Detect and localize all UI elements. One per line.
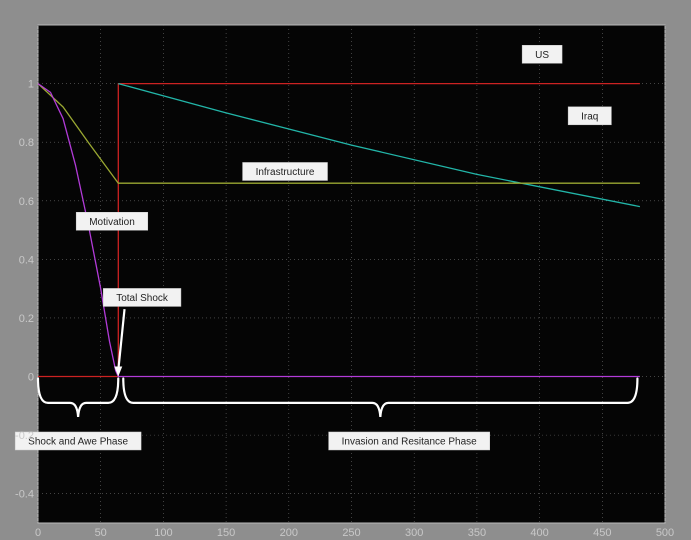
total-shock-arrow: [114, 309, 126, 377]
annotation-box: [102, 288, 182, 307]
annotation-label: Iraq: [581, 111, 598, 122]
annotation-box: [242, 162, 328, 181]
x-tick-label: 300: [405, 527, 423, 539]
x-tick-label: 150: [217, 527, 235, 539]
annotation-label: Motivation: [89, 217, 135, 228]
series-line-motivation: [37, 83, 640, 378]
annotation-box: [567, 106, 612, 126]
y-tick-label: 0.6: [19, 196, 34, 208]
x-tick-label: 400: [530, 527, 548, 539]
annotation-label: Total Shock: [116, 293, 169, 304]
y-tick-label: 0.2: [19, 313, 34, 325]
phase-bracket-1: [122, 377, 639, 417]
annotation-label: Shock and Awe Phase: [28, 436, 128, 447]
phase-brackets: [36, 377, 639, 417]
annotation-label: Invasion and Resitance Phase: [342, 436, 478, 447]
series-line-iraq: [118, 82, 641, 208]
y-tick-label: 1: [28, 79, 34, 91]
x-tick-label: 500: [656, 527, 674, 539]
y-tick-label: 0: [28, 372, 34, 384]
y-tick-label: -0.4: [15, 489, 34, 501]
x-tick-label: 450: [593, 527, 611, 539]
y-tick-label: -0.2: [15, 430, 34, 442]
series-line-infrastructure: [37, 83, 640, 184]
x-tick-label: 100: [154, 527, 172, 539]
x-tick-label: 350: [468, 527, 486, 539]
x-tick-label: 200: [280, 527, 298, 539]
annotation-box: [521, 45, 563, 64]
annotation-label: Infrastructure: [256, 167, 315, 178]
x-tick-label: 50: [95, 527, 107, 539]
arrow-shaft: [117, 309, 126, 371]
arrow-head: [114, 366, 123, 377]
y-axis-ticks: -0.4 -0.2 0 0.2 0.4 0.6 0.8 1: [15, 79, 34, 501]
annotation-box: [14, 431, 142, 451]
y-tick-label: 0.4: [19, 254, 34, 266]
annotation-box: [328, 431, 490, 451]
annotation-label: US: [535, 50, 549, 61]
y-tick-label: 0.8: [19, 137, 34, 149]
annotation-box: [75, 212, 149, 231]
x-axis-ticks: 0 50 100 150 200 250 300 350 400 450 500: [35, 527, 674, 539]
phase-bracket-0: [36, 377, 120, 417]
x-tick-label: 0: [35, 527, 41, 539]
annotations: US Iraq Infrastructure Motivation Total Shoc…: [14, 45, 612, 451]
x-tick-label: 250: [342, 527, 360, 539]
